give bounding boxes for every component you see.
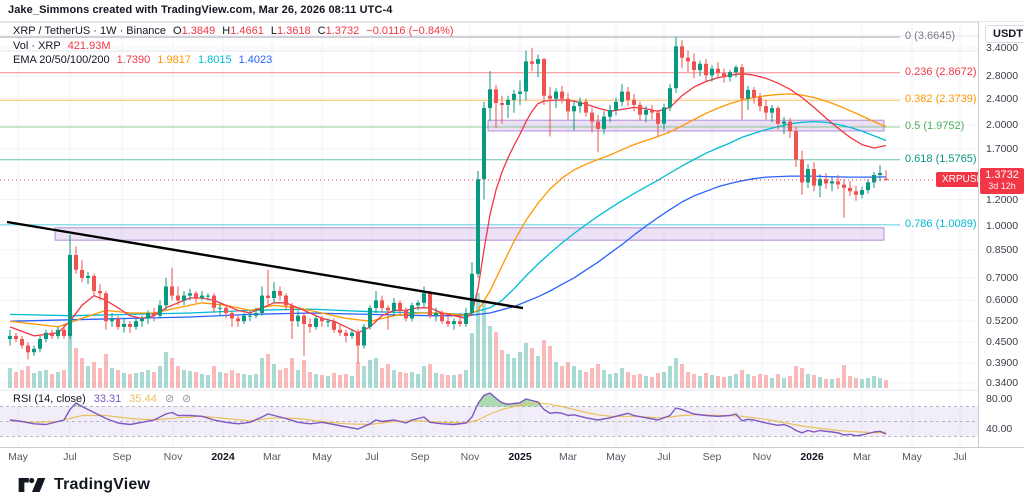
time-axis-label: 2026 xyxy=(800,451,824,463)
price-axis-label: 0.5200 xyxy=(986,315,1019,328)
fib-label: 0 (3.6645) xyxy=(905,30,956,43)
candlestick-series xyxy=(8,37,888,363)
bar-countdown: 3d 12h xyxy=(988,180,1016,191)
fib-retracement-lines[interactable] xyxy=(0,36,900,226)
descending-trendline[interactable] xyxy=(6,220,524,310)
price-axis-label: 0.4500 xyxy=(986,336,1019,349)
time-axis-label: May xyxy=(902,451,922,463)
ema50-line xyxy=(9,93,887,328)
ohlc-high: H1.4661 xyxy=(222,25,264,37)
time-axis-label: 2025 xyxy=(508,451,532,463)
price-axis-label: 2.8000 xyxy=(986,70,1019,83)
rsi-ma-line xyxy=(9,402,887,434)
fib-label: 0.786 (1.0089) xyxy=(905,217,977,230)
time-axis-label: Nov xyxy=(460,451,480,463)
time-axis-label: Jul xyxy=(953,451,967,463)
price-axis-label: 0.8500 xyxy=(986,243,1019,256)
ohlc-open: O1.3849 xyxy=(173,25,216,37)
change-value: −0.0116 (−0.84%) xyxy=(366,25,454,37)
rsi-value: 33.31 xyxy=(93,392,122,405)
price-axis-label: 1.2000 xyxy=(986,193,1019,206)
volume-value: 421.93M xyxy=(67,40,111,52)
time-axis-label: Nov xyxy=(163,451,183,463)
time-axis-label: Sep xyxy=(112,451,132,463)
rsi-label: RSI (14, close) xyxy=(13,392,86,405)
price-axis-label: 0.7000 xyxy=(986,271,1019,284)
ema50-value: 1.9817 xyxy=(157,54,191,66)
brand-name: TradingView xyxy=(54,476,151,493)
ema100-line xyxy=(9,120,887,317)
volume-series xyxy=(8,293,888,388)
price-axis-label: 1.0000 xyxy=(986,220,1019,233)
time-axis-label: Sep xyxy=(702,451,722,463)
time-axis-label: Mar xyxy=(852,451,872,463)
rsi-line xyxy=(9,392,887,437)
footer-bar: TradingView xyxy=(0,468,1024,502)
time-axis-label: May xyxy=(8,451,28,463)
hidden-indicator-icon[interactable]: ⊘ xyxy=(182,393,192,405)
last-price-value: 1.3732 xyxy=(985,168,1019,181)
time-axis-label: Mar xyxy=(262,451,282,463)
fib-label: 0.5 (1.9752) xyxy=(905,120,965,133)
symbol-title: XRP / TetherUS · 1W · Binance xyxy=(13,25,167,37)
price-axis-label: 0.3400 xyxy=(986,377,1019,389)
fib-label: 0.382 (2.3739) xyxy=(905,93,977,106)
ema200-value: 1.4023 xyxy=(238,54,273,66)
attribution-text: Jake_Simmons created with TradingView.co… xyxy=(8,4,393,16)
time-axis[interactable]: May Jul Sep Nov 2024 Mar May Jul Sep Nov 2025 Mar Ma… xyxy=(0,447,1024,469)
price-axis[interactable]: USDT 3.4000 2.8000 2.4000 2.0000 1.7000 1.200… xyxy=(978,22,1024,467)
time-axis-label: Jul xyxy=(63,451,77,463)
time-axis-label: May xyxy=(606,451,626,463)
volume-label: Vol · XRP xyxy=(13,40,61,52)
tradingview-logo-icon xyxy=(18,478,46,492)
fib-label: 0.618 (1.5765) xyxy=(905,152,977,165)
legend-volume-row[interactable]: Vol · XRP 421.93M xyxy=(13,40,111,52)
rsi-legend-row[interactable]: RSI (14, close) 33.31 35.44 ⊘ ⊘ xyxy=(13,392,192,406)
time-axis-label: Jul xyxy=(657,451,671,463)
time-axis-label: 2024 xyxy=(211,451,235,463)
legend-ema-row[interactable]: EMA 20/50/100/200 1.7390 1.9817 1.8015 1… xyxy=(13,54,272,66)
last-price-badge: 1.3732 3d 12h xyxy=(980,167,1024,194)
price-axis-label: 2.0000 xyxy=(986,119,1019,132)
currency-toggle[interactable]: USDT xyxy=(985,25,1024,43)
fib-label: 0.236 (2.8672) xyxy=(905,65,977,78)
price-axis-label: 1.7000 xyxy=(986,142,1019,155)
time-axis-label: Sep xyxy=(410,451,430,463)
time-axis-label: Nov xyxy=(752,451,772,463)
price-axis-label: 0.3900 xyxy=(986,357,1019,370)
time-axis-label: Jul xyxy=(365,451,379,463)
rsi-axis-label: 80.00 xyxy=(986,393,1013,405)
ohlc-close: C1.3732 xyxy=(317,25,360,37)
ema100-value: 1.8015 xyxy=(197,54,232,66)
rsi-ma-value: 35.44 xyxy=(129,392,157,405)
legend-symbol-row[interactable]: XRP / TetherUS · 1W · Binance O1.3849 H1… xyxy=(13,25,454,37)
ema200-line xyxy=(9,175,887,322)
price-axis-label: 2.4000 xyxy=(986,92,1019,105)
time-axis-label: May xyxy=(312,451,332,463)
ohlc-low: L1.3618 xyxy=(270,25,311,37)
support-resistance-zones[interactable] xyxy=(54,119,885,241)
ema20-value: 1.7390 xyxy=(116,54,151,66)
rsi-axis-label: 40.00 xyxy=(986,423,1013,435)
price-axis-label: 0.6000 xyxy=(986,294,1019,307)
hidden-indicator-icon[interactable]: ⊘ xyxy=(164,393,175,405)
price-axis-label: 3.4000 xyxy=(986,42,1019,54)
time-axis-label: Mar xyxy=(558,451,578,463)
tradingview-logo[interactable]: TradingView xyxy=(18,473,150,497)
ema-label: EMA 20/50/100/200 xyxy=(13,54,110,66)
